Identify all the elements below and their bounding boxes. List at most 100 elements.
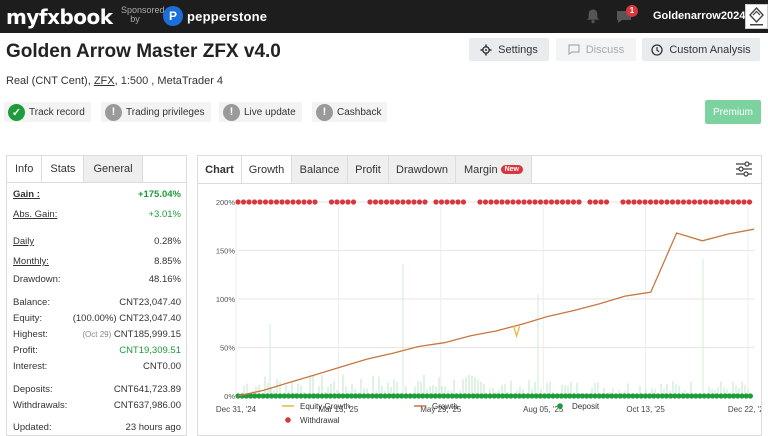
withdrawal-marker <box>383 199 390 205</box>
withdrawal-marker <box>620 199 626 205</box>
equity-growth-line <box>513 325 521 339</box>
withdrawal-marker <box>339 199 346 205</box>
notification-badge: 1 <box>626 5 638 17</box>
tab-info[interactable]: Info <box>7 156 43 182</box>
stat-label[interactable]: Abs. Gain: <box>13 209 58 220</box>
stat-value: +3.01% <box>148 209 182 220</box>
withdrawal-marker <box>416 199 423 205</box>
withdrawal-marker <box>400 199 406 205</box>
status-track-record[interactable]: ✓ Track record <box>4 102 91 122</box>
withdrawal-marker <box>444 199 450 205</box>
stat-value: 23 hours ago <box>125 422 181 433</box>
deposit-marker <box>491 393 497 399</box>
deposit-marker <box>500 393 506 399</box>
page-title: Golden Arrow Master ZFX v4.0 <box>6 41 281 62</box>
withdrawal-marker <box>724 199 731 205</box>
stat-row-equity: Equity: (100.00%) CNT23,047.40 <box>13 313 181 324</box>
legend-label: Deposit <box>572 402 600 411</box>
deposit-marker <box>567 393 573 399</box>
stat-row-deposits: Deposits: CNT641,723.89 <box>13 384 181 395</box>
legend-label: Growth <box>432 402 458 411</box>
pepperstone-logo-icon[interactable]: P <box>163 6 183 26</box>
withdrawal-marker <box>515 199 522 205</box>
deposit-marker <box>663 393 669 399</box>
status-label: Cashback <box>337 106 382 118</box>
stat-label[interactable]: Daily <box>13 236 35 247</box>
tab-balance[interactable]: Balance <box>292 156 348 183</box>
withdrawal-marker <box>460 199 467 205</box>
x-tick-label: May 29, '25 <box>420 405 462 414</box>
deposit-marker <box>420 393 426 399</box>
deposit-marker <box>558 393 564 399</box>
stat-row-monthly: Monthly: 8.85% <box>13 256 181 267</box>
withdrawal-marker <box>334 199 340 205</box>
deposit-marker <box>411 393 417 399</box>
status-live-update[interactable]: ! Live update <box>219 102 302 122</box>
stat-value: 0.28% <box>154 236 181 247</box>
sliders-icon[interactable] <box>734 160 754 178</box>
deposit-marker <box>584 393 590 399</box>
deposit-marker <box>722 393 728 399</box>
x-tick-label: Dec 22, '25 <box>728 405 761 414</box>
broker-link[interactable]: ZFX <box>93 75 115 87</box>
deposit-marker <box>743 393 749 399</box>
status-cashback[interactable]: ! Cashback <box>312 102 388 122</box>
deposit-marker <box>269 393 275 399</box>
withdrawal-marker <box>488 199 494 205</box>
deposit-marker <box>592 393 598 399</box>
deposit-marker <box>609 393 615 399</box>
stat-label[interactable]: Monthly: <box>13 256 49 267</box>
deposit-marker <box>588 393 594 399</box>
tab-stats[interactable]: Stats <box>42 156 85 182</box>
bell-icon[interactable] <box>585 8 601 24</box>
deposit-marker <box>747 393 754 399</box>
deposit-marker <box>466 393 472 399</box>
premium-button[interactable]: Premium <box>705 100 761 124</box>
stat-label: Highest: <box>13 329 48 340</box>
deposit-marker <box>260 393 266 399</box>
deposit-marker <box>449 393 455 399</box>
tab-drawdown[interactable]: Drawdown <box>389 156 456 183</box>
withdrawal-marker <box>246 199 252 205</box>
deposit-marker <box>600 393 606 399</box>
x-tick-label: Dec 31, '24 <box>216 405 257 414</box>
settings-button[interactable]: Settings <box>469 38 549 61</box>
stat-label[interactable]: Gain : <box>13 189 40 200</box>
tab-profit[interactable]: Profit <box>348 156 389 183</box>
tab-general[interactable]: General <box>84 156 143 182</box>
tab-chart[interactable]: Chart <box>198 156 242 183</box>
deposit-marker <box>458 393 464 399</box>
deposit-marker <box>634 393 640 399</box>
myfxbook-logo[interactable]: myfxbook <box>6 5 113 29</box>
deposit-marker <box>735 393 741 399</box>
deposit-marker <box>642 393 648 399</box>
custom-analysis-button[interactable]: Custom Analysis <box>642 38 760 61</box>
deposit-marker <box>294 393 300 399</box>
withdrawal-marker <box>449 199 456 205</box>
deposit-marker <box>659 393 665 399</box>
deposit-marker <box>306 393 312 399</box>
tab-margin[interactable]: Margin New <box>456 156 532 183</box>
deposit-marker <box>546 393 552 399</box>
deposit-marker <box>277 393 283 399</box>
username[interactable]: Goldenarrow2024 <box>653 10 746 22</box>
deposit-marker <box>575 393 581 399</box>
stat-value: CNT23,047.40 <box>119 313 181 324</box>
stat-label: Updated: <box>13 422 52 433</box>
deposit-marker <box>621 393 627 399</box>
withdrawal-marker <box>587 199 593 205</box>
withdrawal-marker <box>691 199 698 205</box>
deposit-marker <box>550 393 556 399</box>
status-trading-privileges[interactable]: ! Trading privileges <box>101 102 211 122</box>
discuss-button[interactable]: Discuss <box>556 38 636 61</box>
deposit-marker <box>252 393 258 399</box>
tab-growth[interactable]: Growth <box>242 156 292 183</box>
deposit-marker <box>390 393 396 399</box>
withdrawal-marker <box>702 199 709 205</box>
avatar[interactable] <box>745 4 768 29</box>
top-navigation-bar: myfxbook Sponsored by P pepperstone 1 Go… <box>0 0 768 33</box>
withdrawal-marker <box>741 199 747 205</box>
sponsor-name[interactable]: pepperstone <box>187 9 268 24</box>
growth-chart[interactable]: 0% 50% 100% 150% 200% Dec 31, '24 Mar 15, '25… <box>198 184 761 436</box>
y-tick-label: 200% <box>216 198 236 207</box>
